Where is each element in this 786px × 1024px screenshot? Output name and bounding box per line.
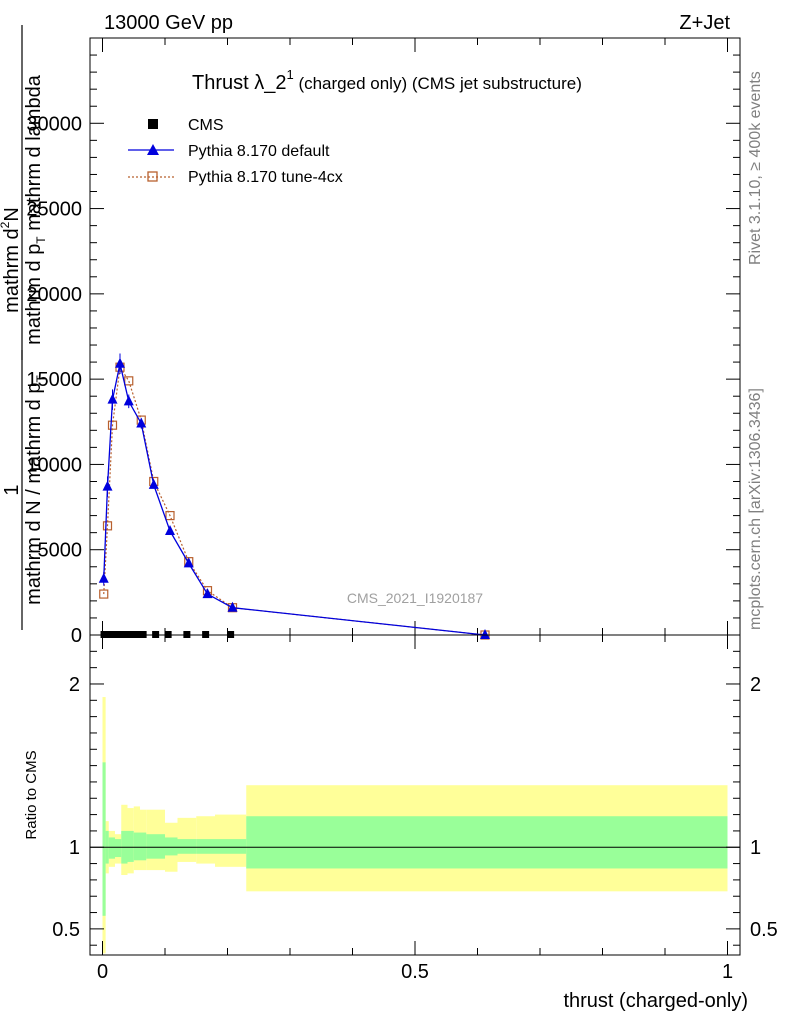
rivet-label: Rivet 3.1.10, ≥ 400k events xyxy=(747,71,764,265)
legend-default-marker xyxy=(147,144,159,155)
ratio-band-inner xyxy=(108,837,115,859)
ylabel-line3-sub: T xyxy=(34,375,48,383)
ylabel-line3: mathrm d N / mathrm d pT xyxy=(23,375,48,605)
legend-cms-label: CMS xyxy=(188,117,224,134)
default-point xyxy=(480,629,490,639)
ratio-band-inner xyxy=(196,839,215,854)
legend-tune-marker xyxy=(147,171,158,182)
default-point xyxy=(227,601,238,612)
ratio-band-inner xyxy=(102,762,106,916)
tune-point xyxy=(124,376,134,386)
main-ytick-label: 20000 xyxy=(26,284,82,306)
main-panel: 0 5000 10000 15000 20000 25000 30000 xyxy=(26,38,740,647)
tune-line xyxy=(103,365,486,636)
default-point xyxy=(98,572,109,583)
ylabel-line1-a: mathrm d xyxy=(1,228,23,312)
ratio-ytick-label-left: 1 xyxy=(69,837,80,859)
x-tick-label: 0 xyxy=(97,961,108,983)
main-ytick-label: 25000 xyxy=(26,199,82,221)
ratio-ytick-label-right: 0.5 xyxy=(750,919,778,941)
ratio-band-inner xyxy=(246,816,728,869)
x-axis-label: thrust (charged-only) xyxy=(563,990,748,1012)
main-ytick-label: 10000 xyxy=(26,454,82,476)
ratio-ylabel: Ratio to CMS xyxy=(23,750,40,839)
title-sup: 1 xyxy=(286,67,293,82)
header-left: 13000 GeV pp xyxy=(104,12,233,34)
default-point xyxy=(115,357,125,368)
ratio-band-inner xyxy=(146,834,165,859)
legend-default-label: Pythia 8.170 default xyxy=(188,143,330,160)
default-point xyxy=(123,395,134,406)
ratio-band-inner xyxy=(115,839,122,858)
default-point xyxy=(136,417,147,428)
main-ytick-label: 15000 xyxy=(26,369,82,391)
tune-point xyxy=(107,420,118,430)
ratio-frame xyxy=(89,634,741,956)
legend: CMS Pythia 8.170 default Pythia 8.170 tu… xyxy=(128,117,343,186)
ratio-band-inner xyxy=(140,832,147,861)
tune-point xyxy=(165,511,175,521)
title-main: Thrust λ_2 xyxy=(192,72,286,94)
default-line xyxy=(103,363,486,636)
title-rest: (charged only) (CMS jet substructure) xyxy=(294,74,582,93)
main-ytick-label: 5000 xyxy=(38,540,83,562)
default-point xyxy=(107,393,118,404)
ylabel-line1: mathrm d2N xyxy=(0,207,23,313)
ratio-panel: 0.5 0.5 1 1 2 2 0 0.5 1 xyxy=(52,635,778,983)
ratio-ytick-label-left: 0.5 xyxy=(52,919,80,941)
x-tick-label: 1 xyxy=(722,961,733,983)
legend-cms-marker xyxy=(148,119,158,129)
ratio-band-inner xyxy=(165,837,178,856)
default-point xyxy=(102,480,113,491)
tune-point xyxy=(99,589,109,599)
ylabel-line2: mathrm d pT mathrm d lambda xyxy=(23,74,48,345)
ylabel-line2-sub: T xyxy=(34,236,48,244)
legend-tune-label: Pythia 8.170 tune-4cx xyxy=(188,169,343,186)
default-point xyxy=(148,478,159,489)
mcplots-label: mcplots.cern.ch [arXiv:1306.3436] xyxy=(747,388,764,630)
ratio-ytick-label-right: 1 xyxy=(750,837,761,859)
main-ytick-label: 30000 xyxy=(26,113,82,135)
default-point xyxy=(165,524,175,535)
ylabel-line2-b: mathrm d lambda xyxy=(23,74,45,236)
ratio-ytick-label-left: 2 xyxy=(69,674,80,696)
ylabel-line2-a: mathrm d p xyxy=(23,244,45,345)
watermark: CMS_2021_I1920187 xyxy=(347,590,483,606)
header-right: Z+Jet xyxy=(679,12,730,34)
ratio-band-inner xyxy=(215,839,247,854)
plot-title: Thrust λ_21 (charged only) (CMS jet subs… xyxy=(192,67,582,94)
main-ylabel: 1 mathrm d2N mathrm d pT mathrm d lambda… xyxy=(0,25,48,630)
ylabel-line1-sup: 2 xyxy=(0,221,12,228)
default-point xyxy=(183,557,194,568)
ylabel-line3-a: mathrm d N / mathrm d p xyxy=(23,383,45,605)
ratio-band-inner xyxy=(177,839,197,854)
default-point xyxy=(202,588,213,599)
ratio-ytick-label-right: 2 xyxy=(750,674,761,696)
ratio-band-inner xyxy=(133,832,140,861)
tune-point xyxy=(102,521,113,531)
main-ytick-label: 0 xyxy=(71,625,82,647)
x-tick-label: 0.5 xyxy=(401,961,429,983)
ylabel-line1-b: N xyxy=(1,207,23,221)
ylabel-one: 1 xyxy=(1,484,23,495)
ratio-band-inner xyxy=(127,830,134,862)
